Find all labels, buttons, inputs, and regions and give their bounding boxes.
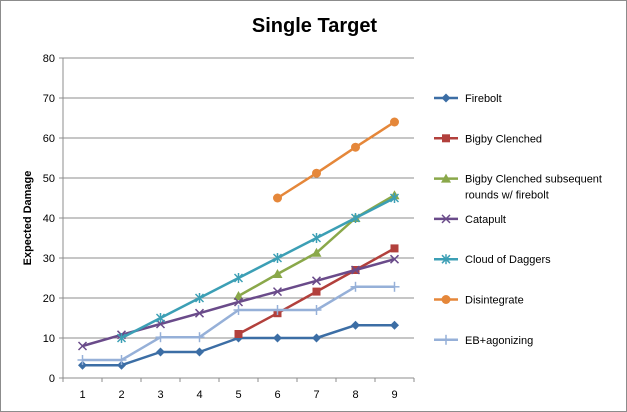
- data-point: [389, 281, 400, 292]
- data-point: [311, 247, 322, 257]
- x-tick-label: 8: [352, 389, 358, 401]
- legend-item: EB+agonizing: [434, 334, 533, 347]
- data-point: [194, 308, 205, 318]
- legend-label: Bigby Clenched subsequent rounds w/ fireb…: [465, 174, 602, 202]
- data-point: [194, 293, 205, 303]
- legend-item: Disintegrate: [434, 295, 524, 307]
- data-point: [233, 305, 244, 315]
- data-point: [117, 360, 126, 370]
- data-point: [390, 320, 399, 330]
- series-line: [276, 120, 396, 200]
- data-point: [77, 341, 88, 351]
- data-point: [233, 273, 244, 283]
- x-tick-label: 1: [79, 389, 85, 401]
- series-line: [120, 196, 396, 340]
- y-tick-label: 40: [43, 213, 55, 225]
- legend-label: Firebolt: [465, 93, 502, 105]
- legend-label: Disintegrate: [465, 295, 524, 307]
- y-tick-label: 80: [43, 53, 55, 65]
- data-point: [311, 276, 322, 286]
- data-point: [272, 305, 283, 315]
- data-point: [351, 142, 360, 152]
- data-point: [350, 281, 361, 292]
- series-cloud-of-daggers: [116, 193, 400, 343]
- y-tick-label: 50: [43, 173, 55, 185]
- data-point: [195, 347, 204, 357]
- series-disintegrate: [273, 117, 399, 203]
- y-axis-label: Expected Damage: [22, 171, 34, 266]
- data-point: [155, 313, 166, 323]
- x-tick-label: 9: [391, 389, 397, 401]
- chart-title: Single Target: [251, 15, 378, 37]
- data-point: [272, 253, 283, 263]
- y-tick-label: 70: [43, 93, 55, 105]
- legend-marker: [441, 334, 451, 345]
- data-point: [351, 320, 360, 330]
- data-point: [233, 297, 244, 307]
- data-point: [116, 333, 127, 343]
- x-tick-label: 2: [118, 389, 124, 401]
- data-point: [390, 244, 399, 253]
- data-point: [234, 330, 243, 338]
- legend-marker: [441, 295, 451, 304]
- data-point: [389, 193, 400, 203]
- legend-item: Bigby Clenched: [434, 133, 542, 145]
- x-tick-label: 5: [235, 389, 241, 401]
- legend-label: Catapult: [465, 214, 506, 226]
- x-tick-label: 3: [157, 389, 163, 401]
- legend-item: Bigby Clenched subsequent rounds w/ fireb…: [434, 173, 602, 202]
- series-bigby-clenched-subsequent-rounds-w-firebolt: [233, 190, 400, 300]
- data-point: [312, 333, 321, 343]
- legend-label: Cloud of Daggers: [465, 254, 551, 266]
- legend-marker: [442, 134, 450, 143]
- y-tick-label: 20: [43, 293, 55, 305]
- data-point: [273, 333, 282, 343]
- data-point: [312, 287, 321, 296]
- data-point: [78, 360, 87, 370]
- series-eb-agonizing: [77, 281, 400, 365]
- data-point: [116, 355, 127, 365]
- data-point: [233, 291, 244, 300]
- legend-item: Cloud of Daggers: [434, 254, 551, 266]
- axes-layer: 0 10 20 30 40 50 60 70 80 1 2 3 4 5 6 7 8 9: [43, 53, 415, 401]
- data-point: [312, 168, 321, 178]
- y-tick-label: 0: [49, 373, 55, 385]
- legend-label: EB+agonizing: [465, 335, 533, 347]
- data-point: [272, 269, 283, 278]
- legend-label: Bigby Clenched: [465, 133, 542, 145]
- x-tick-label: 6: [274, 389, 280, 401]
- x-tick-label: 7: [313, 389, 319, 401]
- y-tick-label: 30: [43, 253, 55, 265]
- data-point: [77, 355, 88, 365]
- data-point: [390, 117, 399, 127]
- data-point: [273, 193, 282, 203]
- data-point: [311, 233, 322, 243]
- data-point: [156, 347, 165, 357]
- legend-marker: [441, 93, 451, 103]
- legend-item: Catapult: [434, 214, 506, 226]
- data-point: [155, 332, 166, 343]
- data-point: [350, 213, 361, 223]
- x-tick-label: 4: [196, 389, 202, 401]
- legend-item: Firebolt: [434, 93, 502, 105]
- data-point: [389, 254, 400, 264]
- legend-marker: [441, 214, 451, 224]
- data-point: [311, 305, 322, 315]
- data-point: [194, 332, 205, 343]
- legend-marker: [441, 254, 451, 265]
- legend-marker: [441, 173, 451, 183]
- y-tick-label: 60: [43, 133, 55, 145]
- legend-layer: Firebolt Bigby Clenched Bigby Clenched sub…: [434, 93, 602, 347]
- data-point: [350, 265, 361, 275]
- series-layer: [77, 117, 400, 370]
- y-tick-label: 10: [43, 333, 55, 345]
- data-point: [272, 287, 283, 297]
- series-firebolt: [78, 320, 399, 370]
